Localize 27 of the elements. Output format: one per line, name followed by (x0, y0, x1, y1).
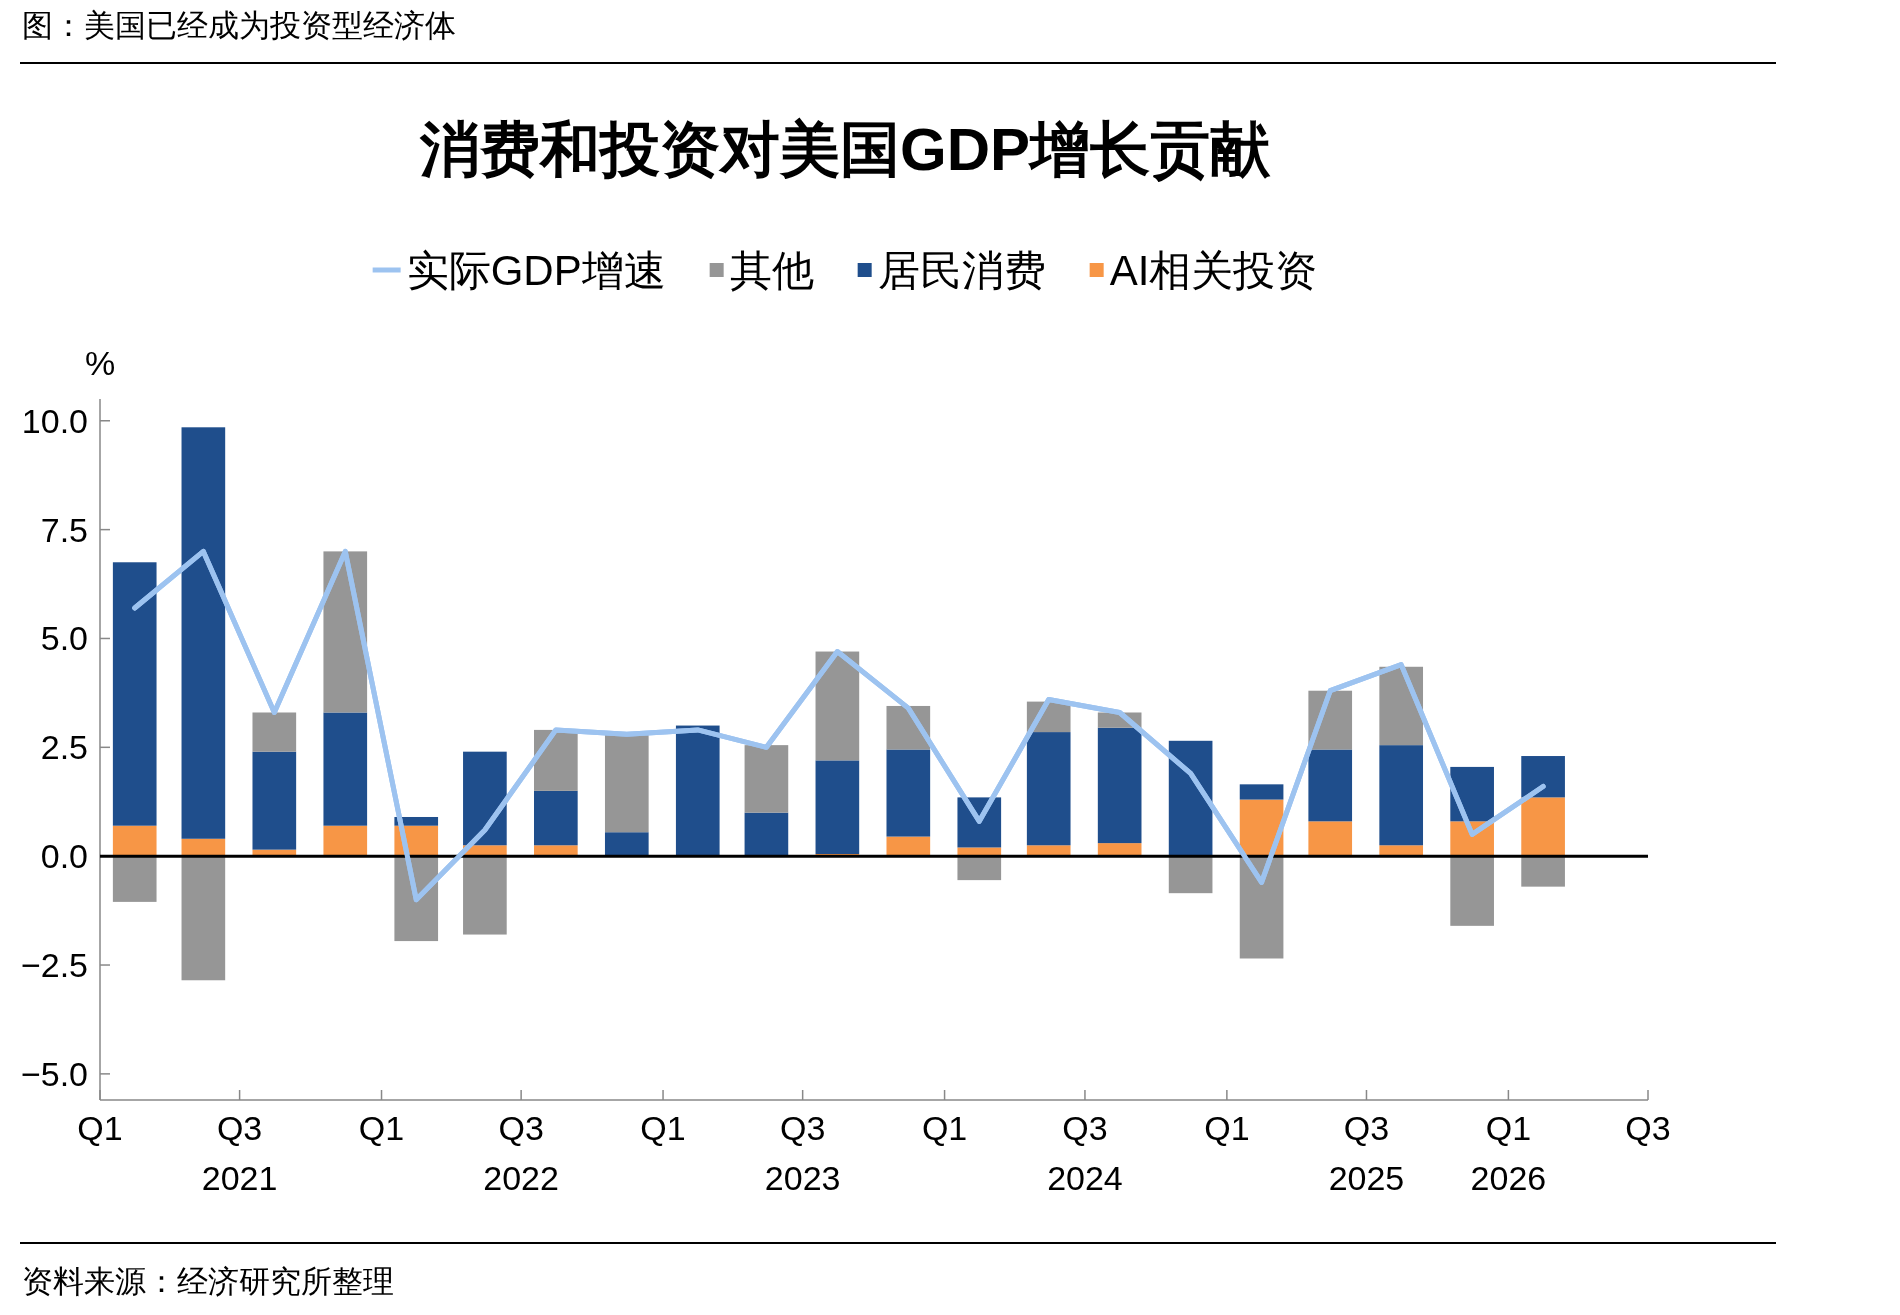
y-tick-label: 0.0 (40, 837, 88, 876)
legend-label: 居民消费 (877, 247, 1046, 294)
y-tick-label: −5.0 (20, 1054, 88, 1093)
chart-title: 消费和投资对美国GDP增长贡献 (418, 116, 1271, 183)
x-tick-label: Q3 2021 (201, 1109, 278, 1197)
x-tick-label: Q1 (921, 1109, 968, 1147)
y-tick-label: 5.0 (40, 619, 88, 658)
legend-label: 实际GDP增速 (406, 247, 666, 294)
y-axis-title: % (84, 344, 116, 382)
x-tick-label: Q3 2024 (1047, 1109, 1123, 1197)
x-tick-label: Q3 2025 (1328, 1109, 1405, 1197)
x-tick-label: Q1 (77, 1109, 123, 1147)
chart-subtitle: 图：美国已经成为投资型经济体 (22, 8, 456, 43)
y-tick-label: −2.5 (20, 946, 88, 985)
x-tick-label: Q1 (640, 1109, 686, 1147)
y-tick-label: 10.0 (21, 401, 88, 440)
x-tick-label: Q1 (1204, 1109, 1250, 1147)
x-tick-label: Q3 2022 (483, 1109, 559, 1197)
y-tick-label: 2.5 (40, 728, 88, 767)
x-tick-label: Q1 (358, 1109, 405, 1147)
legend-label: AI相关投资 (1109, 247, 1318, 294)
x-tick-label: Q3 (1625, 1109, 1671, 1147)
legend-label: 其他 (729, 247, 814, 294)
x-tick-label: Q3 2023 (764, 1109, 841, 1197)
y-tick-label: 7.5 (40, 510, 88, 549)
x-tick-label: Q1 2026 (1470, 1109, 1547, 1197)
text: 资料来源：经济研究所整理 (22, 1264, 394, 1299)
